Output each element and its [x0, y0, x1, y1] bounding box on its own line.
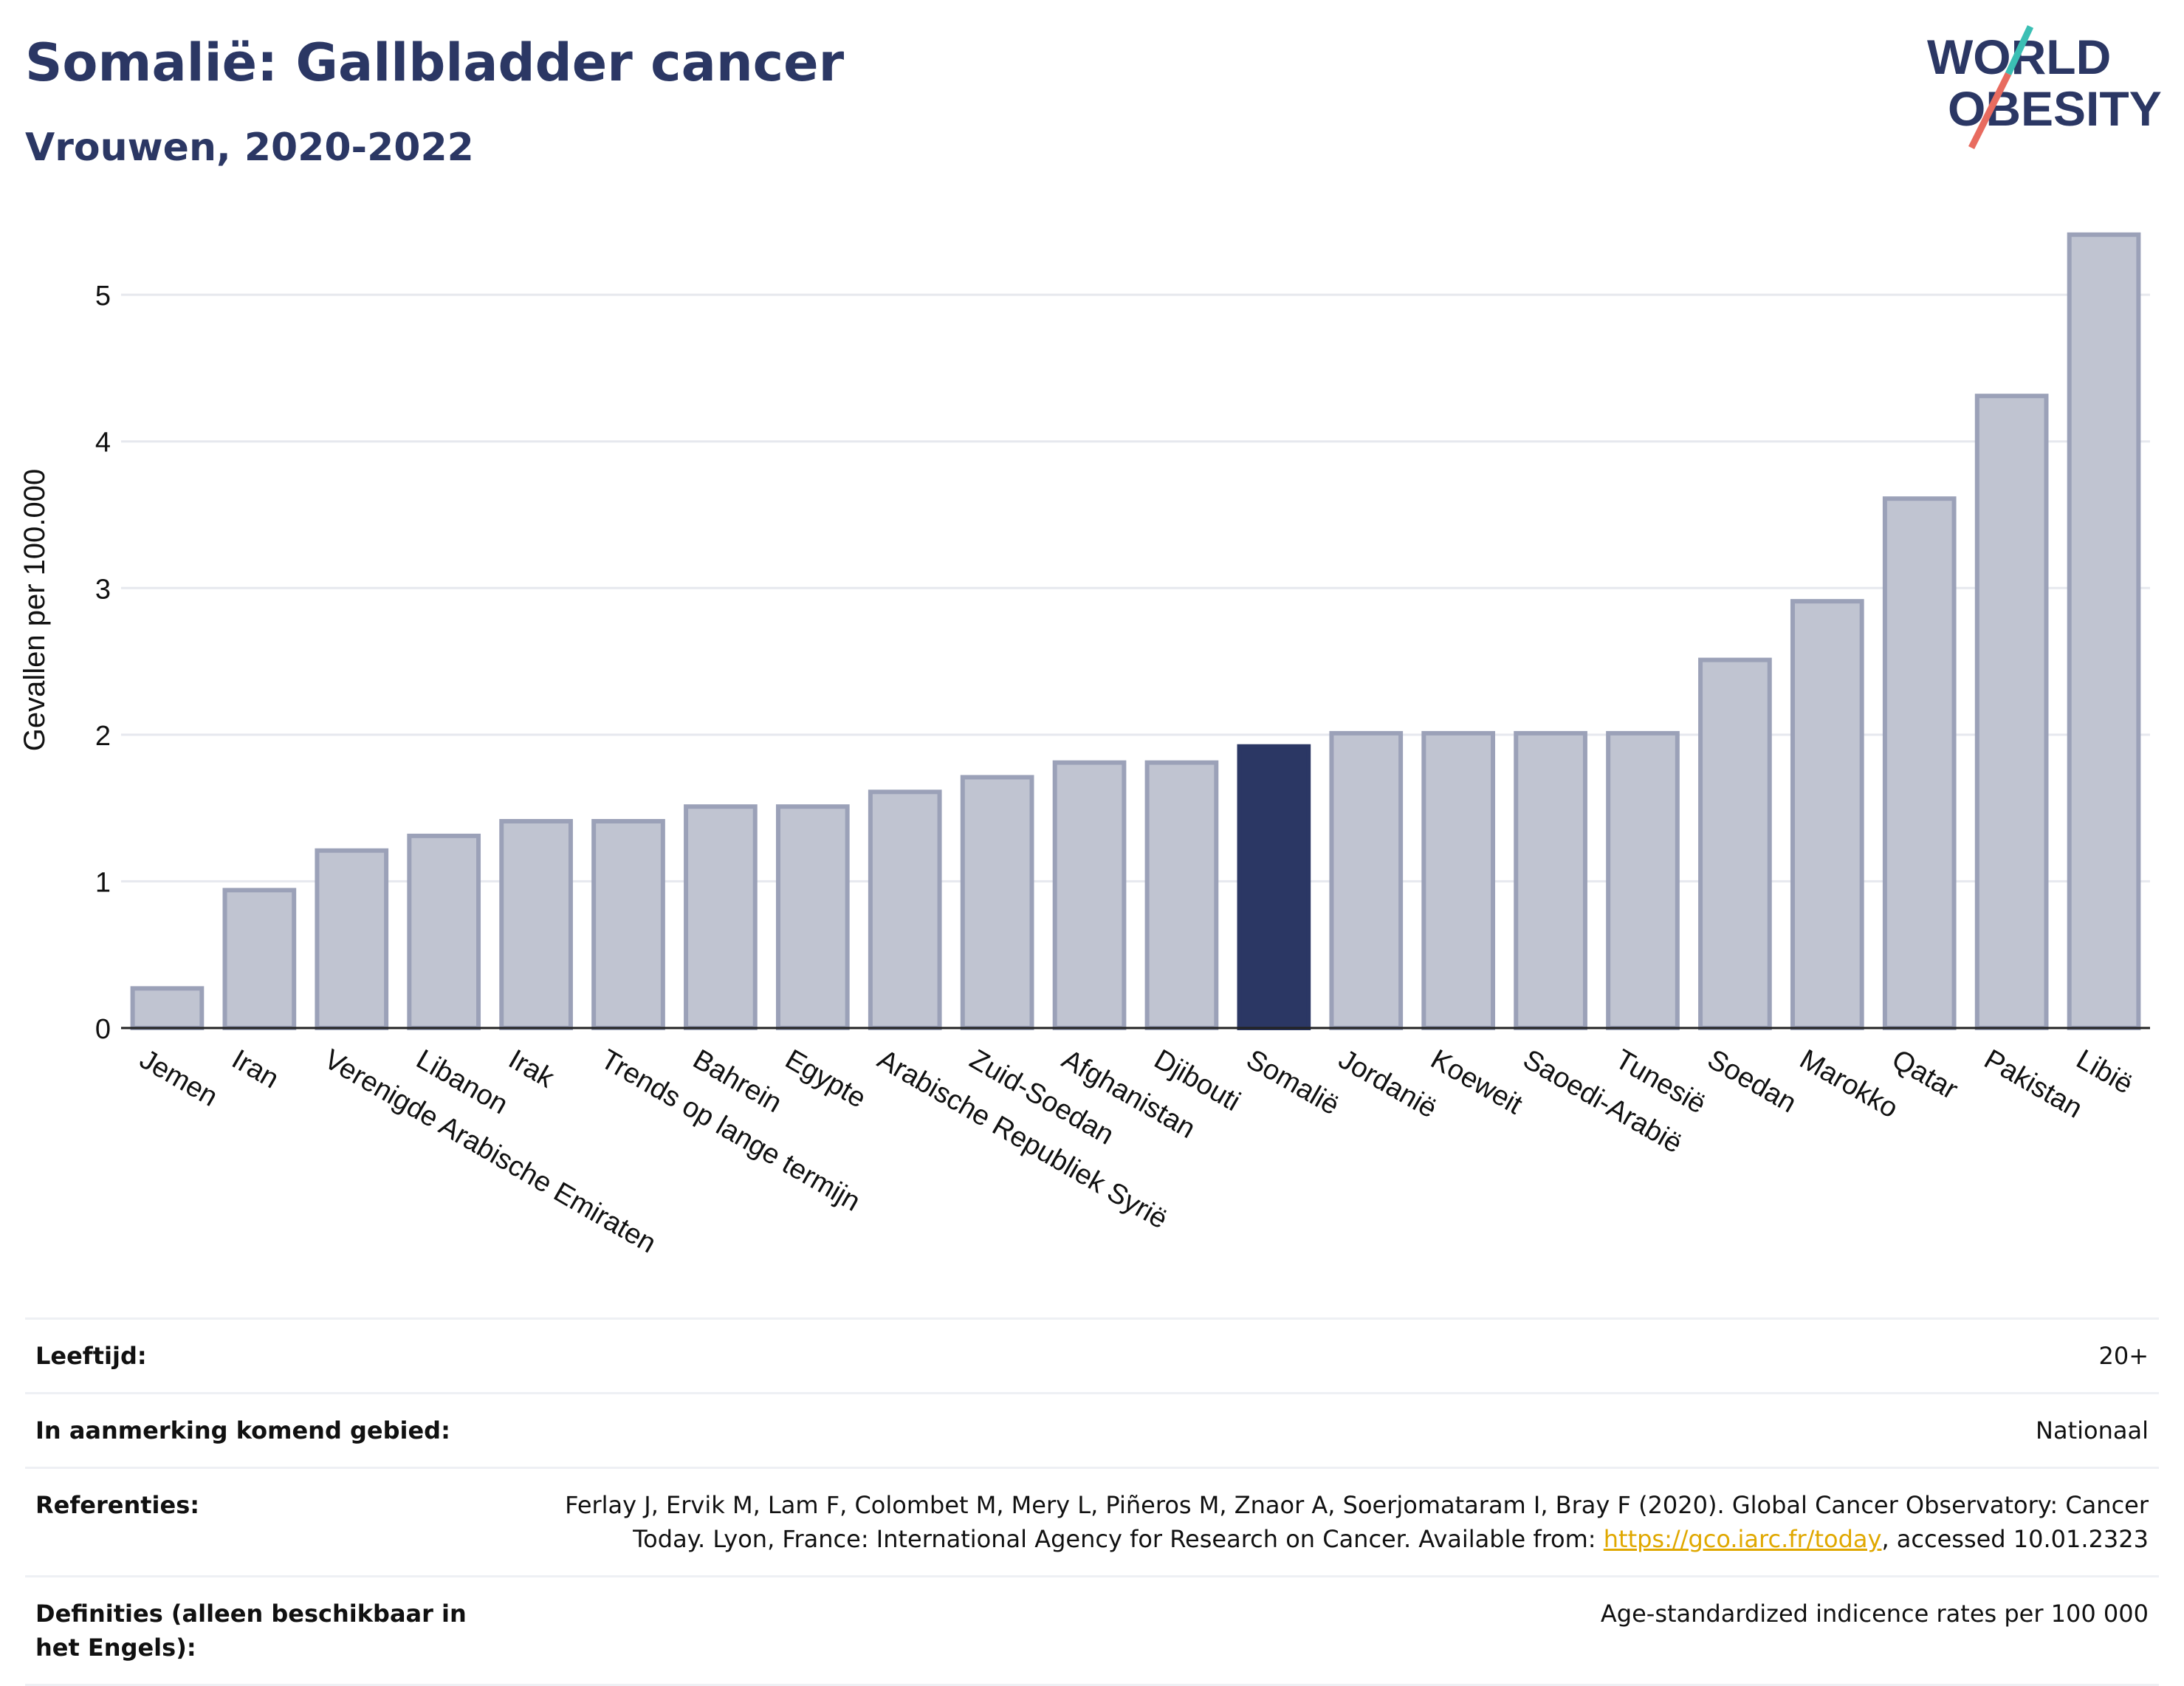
x-tick-label: Saoedi-Arabië [1518, 1044, 1688, 1159]
x-tick-label: Irak [504, 1044, 560, 1094]
bar-somali-[interactable] [1237, 744, 1311, 1030]
x-tick-label: Iran [227, 1044, 284, 1094]
reference-accessed: , accessed 10.01.2323 [1881, 1525, 2149, 1553]
bar-jordani-[interactable] [1329, 730, 1404, 1030]
y-tick-label: 2 [95, 721, 111, 752]
x-tick-label: Soedan [1702, 1044, 1801, 1119]
bar-koeweit[interactable] [1421, 730, 1496, 1030]
page-subtitle: Vrouwen, 2020-2022 [25, 126, 474, 170]
logo-slash-teal [2005, 25, 2034, 75]
bar-marokko[interactable] [1790, 599, 1864, 1030]
x-tick-label: Libië [2071, 1044, 2138, 1100]
y-tick-label: 0 [95, 1014, 111, 1045]
bar-saoedi-arabi-[interactable] [1514, 730, 1587, 1030]
footer-row-references: Referenties: Ferlay J, Ervik M, Lam F, C… [25, 1467, 2159, 1575]
bar-libi-[interactable] [2067, 232, 2141, 1031]
y-tick-label: 5 [95, 281, 111, 312]
y-axis-label: Gevallen per 100.000 [18, 469, 51, 752]
bar-tunesi-[interactable] [1606, 730, 1680, 1030]
x-tick-labels: Jemen Iran Verenigde Arabische EmiratenLib… [134, 1044, 2138, 1259]
x-tick-label: Jemen [134, 1044, 223, 1112]
bar-verenigde-arabische-emiraten[interactable] [315, 848, 389, 1030]
bar-irak[interactable] [499, 819, 573, 1030]
y-tick-label: 4 [95, 428, 111, 459]
footer-label-area: In aanmerking komend gebied: [35, 1416, 450, 1445]
bars [130, 232, 2141, 1031]
footer-value-area: Nationaal [2036, 1416, 2149, 1445]
page-title: Somalië: Gallbladder cancer [25, 32, 845, 93]
y-tick-label: 1 [95, 867, 111, 898]
bar-iran[interactable] [222, 888, 297, 1031]
footer-label-definitions: Definities (alleen beschikbaar in het En… [35, 1600, 467, 1662]
footer-value-references: Ferlay J, Ervik M, Lam F, Colombet M, Me… [539, 1488, 2149, 1556]
bar-afghanistan[interactable] [1052, 760, 1127, 1030]
bar-bahrein[interactable] [684, 804, 758, 1030]
footer-row-age: Leeftijd: 20+ [25, 1317, 2159, 1392]
x-tick-label: Egypte [780, 1044, 870, 1114]
bar-qatar[interactable] [1882, 496, 1957, 1030]
bar-soedan[interactable] [1698, 657, 1772, 1030]
logo-slash-coral [1968, 72, 2012, 150]
world-obesity-logo: WORLD OBESITY [1927, 25, 2162, 150]
x-tick-label: Marokko [1794, 1044, 1903, 1124]
x-tick-label: Jordanië [1333, 1044, 1442, 1124]
footer-label-references: Referenties: [35, 1491, 200, 1519]
bar-pakistan[interactable] [1974, 394, 2049, 1030]
y-tick-labels: 0 1 2 3 4 5 [95, 281, 111, 1045]
bar-egypte[interactable] [775, 804, 850, 1030]
bar-jemen[interactable] [130, 986, 205, 1031]
chart-footer: Leeftijd: 20+ In aanmerking komend gebie… [25, 1317, 2159, 1686]
y-tick-label: 3 [95, 574, 111, 605]
x-tick-label: Pakistan [1979, 1044, 2087, 1124]
x-tick-label: Somalië [1241, 1044, 1345, 1121]
bar-chart: 0 1 2 3 4 5 Jemen Iran Verenigde Arabische Emir… [18, 232, 2150, 1259]
footer-label-age: Leeftijd: [35, 1342, 147, 1370]
bar-arabische-republiek-syri-[interactable] [868, 789, 942, 1031]
footer-value-age: 20+ [2098, 1342, 2149, 1370]
bar-libanon[interactable] [407, 833, 481, 1031]
bar-zuid-soedan[interactable] [960, 775, 1034, 1030]
reference-text: Ferlay J, Ervik M, Lam F, Colombet M, Me… [565, 1491, 2149, 1553]
bar-djibouti[interactable] [1144, 760, 1219, 1030]
bar-trends-op-lange-termijn[interactable] [591, 819, 665, 1030]
footer-row-definitions: Definities (alleen beschikbaar in het En… [25, 1575, 2159, 1686]
footer-row-area: In aanmerking komend gebied: Nationaal [25, 1392, 2159, 1467]
footer-value-definitions: Age-standardized indicence rates per 100… [1600, 1600, 2149, 1628]
x-tick-label: Koeweit [1426, 1044, 1528, 1120]
reference-link[interactable]: https://gco.iarc.fr/today [1603, 1525, 1882, 1553]
